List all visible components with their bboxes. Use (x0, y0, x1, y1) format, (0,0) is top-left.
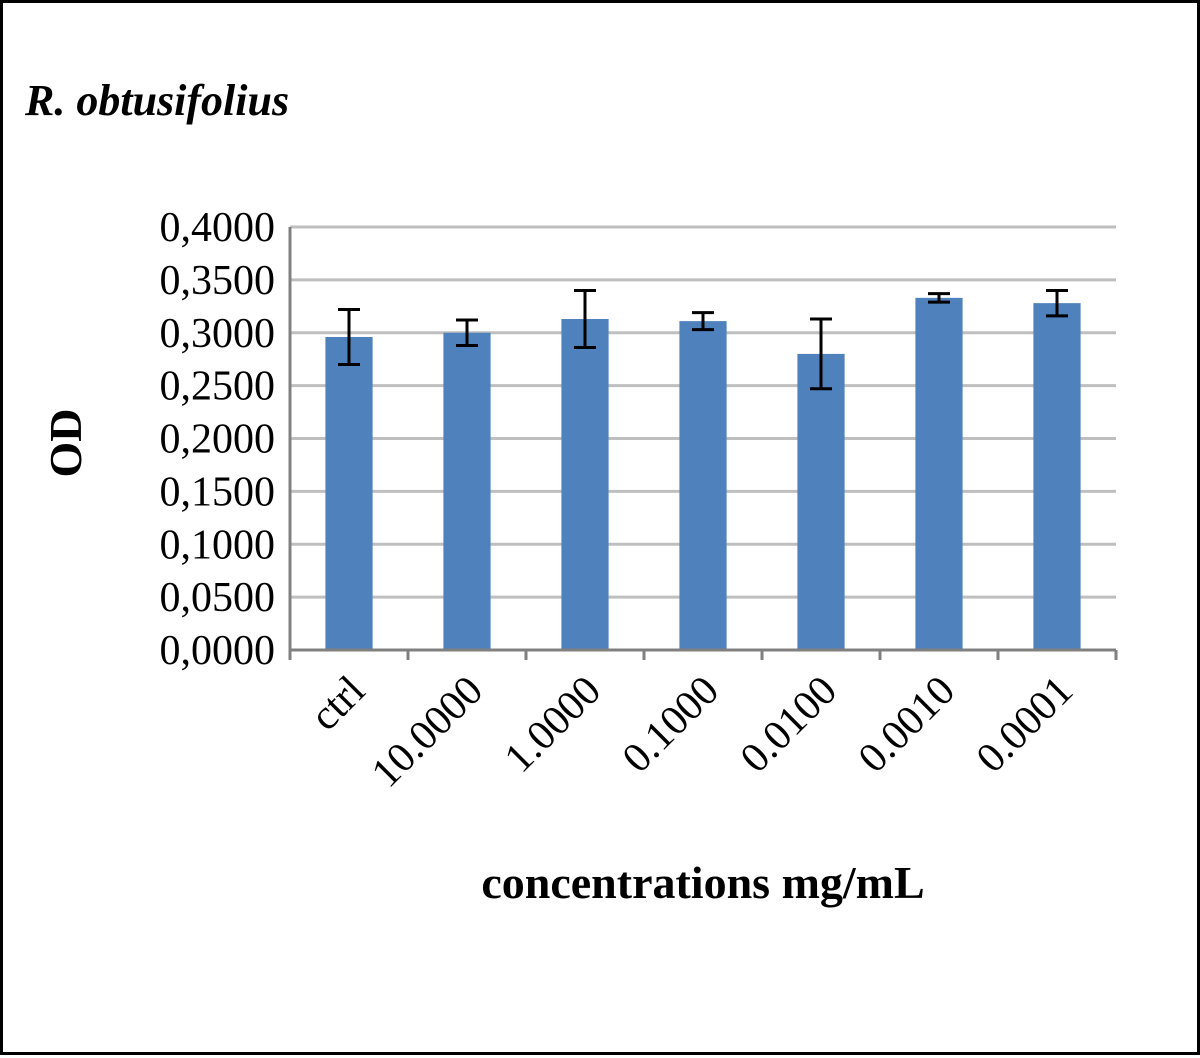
x-tick-label: 0.0100 (732, 668, 846, 782)
bar (561, 319, 609, 650)
y-tick-label: 0,0500 (160, 575, 276, 621)
bar (1033, 303, 1081, 650)
y-tick-labels: 0,0000 0,0500 0,1000 0,1500 0,2000 0,2500 0,30… (160, 205, 276, 674)
bar (679, 321, 727, 650)
y-tick-label: 0,1000 (160, 522, 276, 568)
x-tick-label: 1.0000 (496, 668, 610, 782)
chart: R. obtusifolius 0,0000 0,0500 0,1000 0,1500… (24, 76, 1118, 908)
x-tick-label: ctrl (302, 668, 374, 740)
bar (443, 332, 491, 650)
chart-title: R. obtusifolius (24, 76, 289, 125)
bar (915, 297, 963, 650)
x-tick-label: 0.0010 (850, 668, 964, 782)
x-tick-label: 0.0001 (968, 668, 1082, 782)
y-axis-title: OD (40, 409, 91, 478)
bars (325, 297, 1081, 650)
y-tick-label: 0,0000 (160, 628, 276, 674)
y-tick-label: 0,1500 (160, 469, 276, 515)
y-tick-label: 0,2000 (160, 417, 276, 463)
error-bars (338, 288, 1068, 391)
x-tick-label: 0.1000 (614, 668, 728, 782)
x-tick-label: 10.0000 (363, 668, 492, 797)
bar (325, 336, 373, 650)
bar (797, 353, 845, 650)
x-axis-title: concentrations mg/mL (481, 857, 924, 908)
y-tick-label: 0,2500 (160, 364, 276, 410)
axes (288, 227, 1118, 660)
y-tick-label: 0,4000 (160, 205, 276, 251)
y-tick-label: 0,3500 (160, 258, 276, 304)
y-tick-label: 0,3000 (160, 311, 276, 357)
